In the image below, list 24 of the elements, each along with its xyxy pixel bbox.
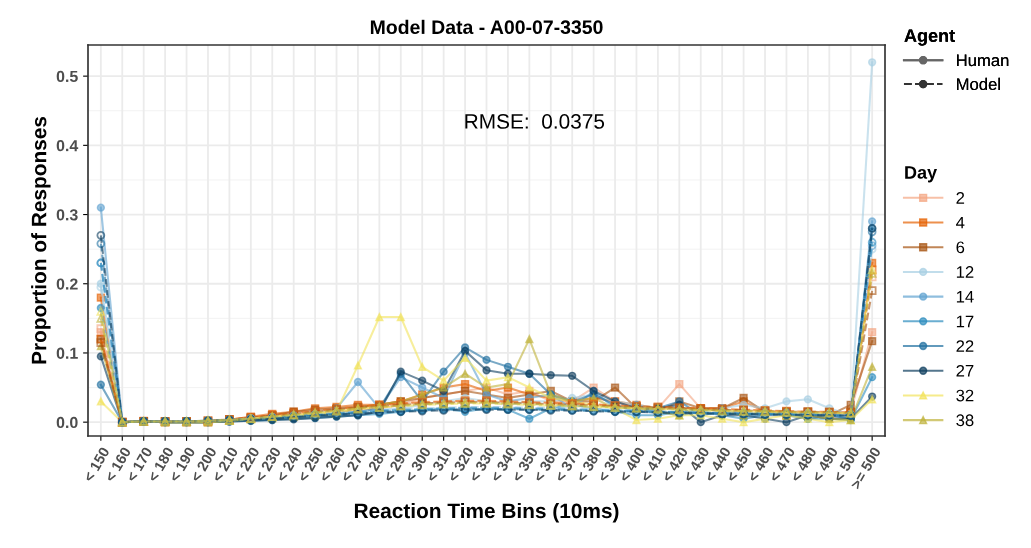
legend-label: 14	[956, 290, 974, 303]
y-tick-label: 0.0	[56, 416, 78, 429]
y-tick-label: 0.2	[56, 278, 78, 290]
legend-label: 32	[956, 389, 974, 402]
y-tick-label: 0.5	[56, 70, 78, 83]
legend-label: 2	[956, 192, 965, 204]
legend-label: 6	[956, 241, 965, 254]
annotation: RMSE: 0.0375	[465, 114, 605, 129]
x-axis-title: Reaction Time Bins (10ms)	[354, 502, 619, 523]
legend-label: 22	[956, 340, 974, 352]
text: Human	[957, 54, 1009, 67]
legend-label: 17	[956, 315, 974, 328]
legend-label: 38	[956, 414, 974, 427]
legend-label: 12	[956, 266, 974, 278]
text: Agent	[904, 29, 955, 46]
y-tick-label: 0.1	[56, 347, 78, 359]
y-tick-label: 0.3	[56, 209, 78, 221]
y-tick-label: 0.4	[56, 139, 79, 152]
legend-title: Day	[905, 166, 938, 183]
y-axis-title: Proportion of Responses	[31, 116, 51, 364]
text: Model	[957, 77, 1000, 91]
legend-label: 4	[956, 216, 965, 229]
legend-label: 27	[956, 364, 974, 377]
chart-title: Model Data - A00-07-3350	[370, 19, 603, 35]
